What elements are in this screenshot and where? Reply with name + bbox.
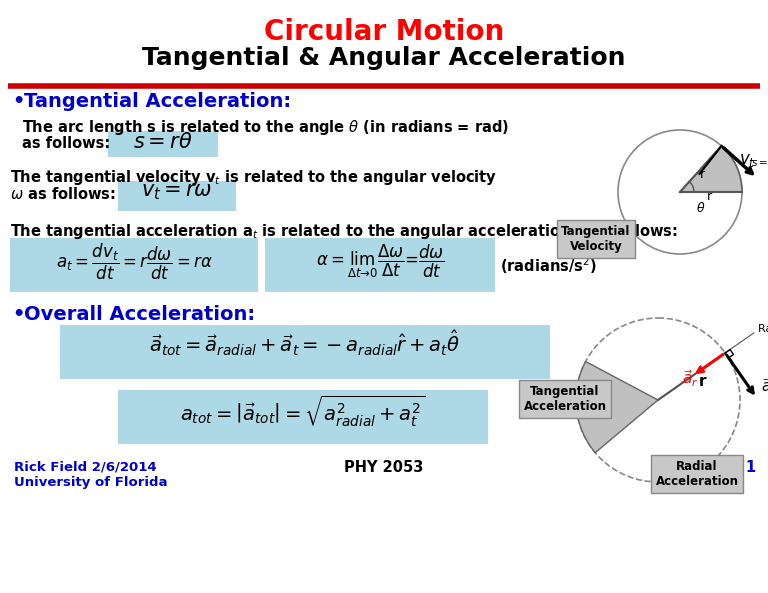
Text: r: r: [700, 168, 704, 181]
Text: $s = \theta r$: $s = \theta r$: [750, 156, 768, 168]
Text: (radians/s$^2$): (radians/s$^2$): [500, 255, 597, 276]
Text: Page 1: Page 1: [700, 460, 756, 475]
Text: $\vec{a}_r$: $\vec{a}_r$: [682, 368, 699, 388]
Text: $s = r\theta$: $s = r\theta$: [134, 132, 193, 152]
FancyBboxPatch shape: [118, 390, 488, 444]
Text: $a_t = \dfrac{dv_t}{dt} = r\dfrac{d\omega}{dt} = r\alpha$: $a_t = \dfrac{dv_t}{dt} = r\dfrac{d\omeg…: [55, 242, 213, 282]
FancyBboxPatch shape: [265, 238, 495, 292]
Text: The tangential velocity v$_t$ is related to the angular velocity: The tangential velocity v$_t$ is related…: [10, 168, 497, 187]
Text: $v_t$: $v_t$: [739, 151, 756, 169]
FancyBboxPatch shape: [108, 131, 218, 157]
Text: $a_{tot} = \left|\vec{a}_{tot}\right| = \sqrt{a^2_{radial} + a^2_t}$: $a_{tot} = \left|\vec{a}_{tot}\right| = …: [180, 394, 425, 429]
Text: University of Florida: University of Florida: [14, 476, 167, 489]
Text: Tangential & Angular Acceleration: Tangential & Angular Acceleration: [142, 46, 626, 70]
Text: r: r: [707, 190, 712, 203]
Polygon shape: [576, 362, 658, 452]
Text: PHY 2053: PHY 2053: [344, 460, 424, 475]
Text: The arc length s is related to the angle $\theta$ (in radians = rad): The arc length s is related to the angle…: [22, 118, 509, 137]
Wedge shape: [680, 146, 742, 192]
Text: Tangential Acceleration:: Tangential Acceleration:: [24, 92, 291, 111]
Text: $\vec{a}_t$: $\vec{a}_t$: [761, 376, 768, 397]
FancyBboxPatch shape: [10, 238, 258, 292]
Text: Rick Field 2/6/2014: Rick Field 2/6/2014: [14, 460, 157, 473]
Text: •: •: [12, 305, 25, 324]
Text: $\theta$: $\theta$: [696, 201, 705, 215]
Text: as follows:: as follows:: [22, 136, 111, 151]
Text: $\omega$ as follows:: $\omega$ as follows:: [10, 186, 116, 202]
Text: Circular Motion: Circular Motion: [264, 18, 504, 46]
Text: $v_t = r\omega$: $v_t = r\omega$: [141, 182, 213, 202]
Text: •: •: [12, 92, 25, 111]
Text: Tangential
Velocity: Tangential Velocity: [561, 225, 631, 253]
Text: r: r: [699, 374, 707, 389]
Text: $\alpha = \lim_{\Delta t \to 0}\dfrac{\Delta\omega}{\Delta t} = \dfrac{d\omega}{: $\alpha = \lim_{\Delta t \to 0}\dfrac{\D…: [316, 242, 445, 280]
FancyBboxPatch shape: [60, 325, 550, 379]
Text: $\vec{a}_{tot} = \vec{a}_{radial} + \vec{a}_t = -a_{radial}\hat{r} + a_t\hat{\th: $\vec{a}_{tot} = \vec{a}_{radial} + \vec…: [149, 329, 461, 358]
Text: Radial
Acceleration: Radial Acceleration: [656, 460, 739, 488]
Text: Radial Axis: Radial Axis: [758, 324, 768, 334]
Text: Overall Acceleration:: Overall Acceleration:: [24, 305, 255, 324]
Text: The tangential acceleration a$_t$ is related to the angular acceleration $\alpha: The tangential acceleration a$_t$ is rel…: [10, 222, 678, 241]
FancyBboxPatch shape: [118, 181, 236, 211]
Text: Tangential
Acceleration: Tangential Acceleration: [524, 385, 607, 413]
